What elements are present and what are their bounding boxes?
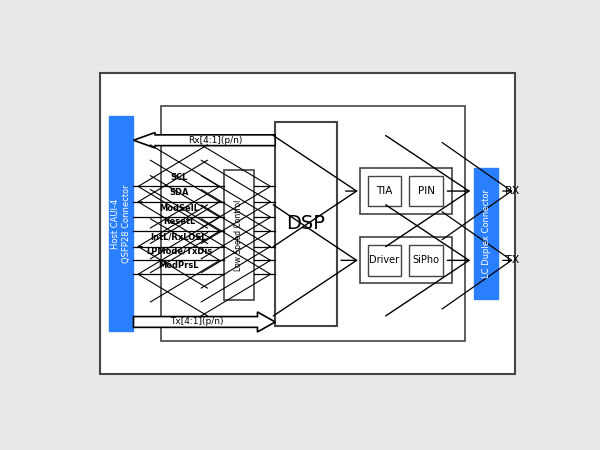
Bar [161, 106, 466, 341]
Text: Driver: Driver [370, 255, 400, 266]
Text: ModSelL: ModSelL [159, 203, 199, 212]
Polygon shape [133, 133, 275, 148]
Text: LPMode/TxDis: LPMode/TxDis [146, 247, 212, 256]
Text: TX: TX [505, 255, 519, 266]
Polygon shape [133, 312, 275, 332]
Bar [360, 237, 452, 284]
Bar [360, 168, 452, 214]
Bar [275, 122, 337, 326]
Bar [368, 176, 401, 207]
Text: Rx[4:1](p/n): Rx[4:1](p/n) [188, 136, 242, 145]
Text: TIA: TIA [376, 186, 392, 196]
Text: Host CAUI-4
QSFP28 Connector: Host CAUI-4 QSFP28 Connector [112, 184, 131, 263]
Text: Low Speed Control: Low Speed Control [235, 199, 244, 270]
Bar [409, 245, 443, 276]
Text: ModPrsL: ModPrsL [158, 261, 199, 270]
Bar [474, 168, 499, 299]
Bar [368, 245, 401, 276]
Text: LC Duplex Connector: LC Duplex Connector [482, 189, 491, 278]
Text: RX: RX [505, 186, 520, 196]
Bar [409, 176, 443, 207]
Text: SiPho: SiPho [413, 255, 440, 266]
Text: SCL: SCL [170, 173, 188, 182]
Bar [100, 73, 515, 374]
Text: PIN: PIN [418, 186, 434, 196]
Bar [224, 170, 254, 301]
Text: Tx[4:1](p/n): Tx[4:1](p/n) [170, 317, 223, 326]
Text: SDA: SDA [169, 188, 188, 197]
Text: IntL/RxLOSL: IntL/RxLOSL [151, 233, 207, 242]
Bar [109, 116, 133, 331]
Text: DSP: DSP [287, 214, 325, 233]
Text: ResetL: ResetL [163, 217, 195, 226]
